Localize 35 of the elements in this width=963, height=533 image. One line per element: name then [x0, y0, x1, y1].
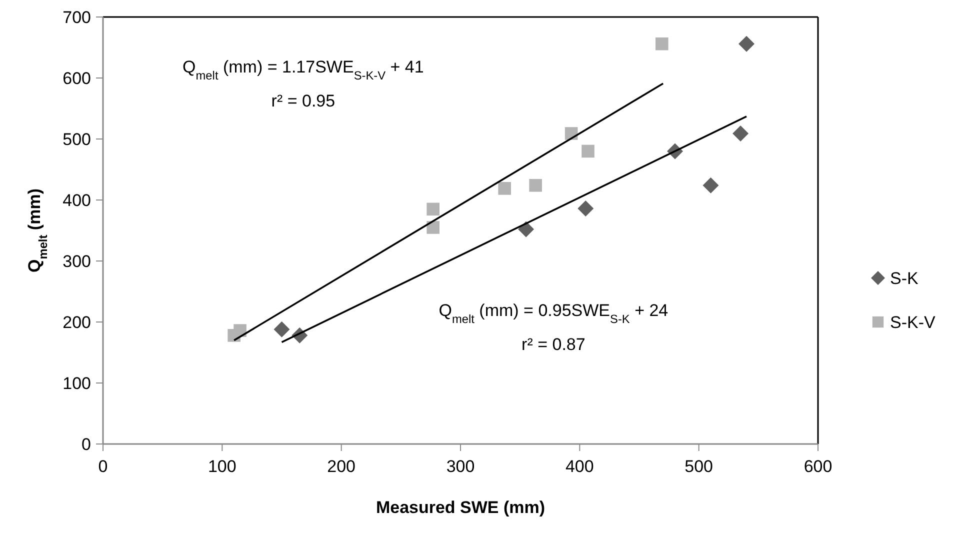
point — [274, 321, 290, 338]
x-axis-title: Measured SWE (mm) — [376, 498, 546, 517]
y-tick-label: 400 — [62, 190, 91, 210]
y-tick-label: 500 — [62, 130, 91, 149]
point — [655, 37, 668, 50]
annotation: r² = 0.87 — [522, 335, 586, 354]
legend-label: S-K — [890, 268, 919, 288]
point — [518, 221, 534, 238]
annotation: Q$_{melt}$ (mm) = 1.17SWE$_{S-K-V}$ + 41 — [182, 58, 424, 83]
y-tick-label: 0 — [82, 434, 91, 454]
y-tick-label: 300 — [62, 252, 91, 271]
x-tick-label: 600 — [804, 457, 832, 476]
x-tick-label: 500 — [684, 457, 714, 476]
x-tick-label: 300 — [446, 457, 475, 476]
point — [738, 36, 754, 52]
point — [426, 221, 440, 234]
y-tick-label: 200 — [62, 312, 91, 332]
point — [426, 202, 440, 216]
annotation: Q$_{melt}$ (mm) = 0.95SWE$_{S-K}$ + 24 — [438, 300, 668, 326]
annotation: r² = 0.95 — [271, 92, 336, 111]
point — [529, 178, 542, 192]
point — [732, 126, 749, 142]
point — [498, 182, 511, 195]
x-tick-label: 100 — [208, 457, 236, 476]
point — [702, 177, 719, 194]
point — [582, 144, 594, 158]
x-tick-label: 200 — [327, 457, 356, 476]
y-tick-label: 100 — [62, 374, 91, 393]
legend-label: S-K-V — [890, 312, 936, 332]
y-tick-label: 600 — [62, 68, 91, 88]
x-tick-label: 0 — [98, 457, 108, 476]
y-tick-label: 700 — [62, 8, 91, 27]
x-tick-label: 400 — [565, 457, 594, 476]
point — [234, 324, 246, 337]
point — [578, 200, 594, 217]
